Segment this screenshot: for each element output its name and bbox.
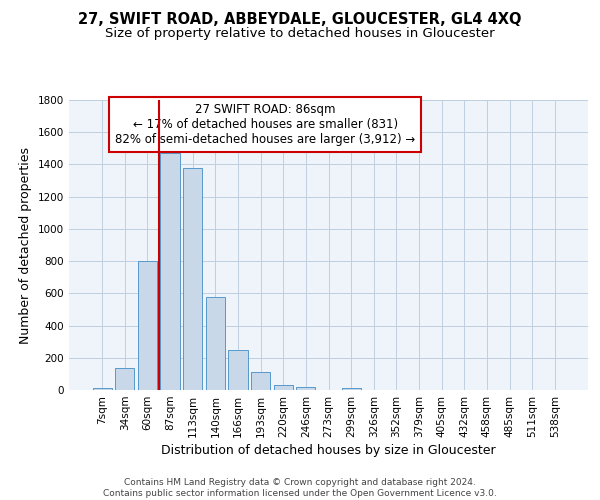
Bar (183, 168, 202, 390)
Bar (92, 388, 112, 390)
Y-axis label: Number of detached properties: Number of detached properties (19, 146, 32, 344)
Text: 27, SWIFT ROAD, ABBEYDALE, GLOUCESTER, GL4 4XQ: 27, SWIFT ROAD, ABBEYDALE, GLOUCESTER, G… (78, 12, 522, 28)
Bar (274, 385, 293, 390)
Bar (160, 153, 180, 390)
X-axis label: Distribution of detached houses by size in Gloucester: Distribution of detached houses by size … (161, 444, 496, 457)
Bar (115, 368, 134, 390)
Bar (229, 350, 248, 390)
Text: Size of property relative to detached houses in Gloucester: Size of property relative to detached ho… (105, 28, 495, 40)
Text: 27 SWIFT ROAD: 86sqm
← 17% of detached houses are smaller (831)
82% of semi-deta: 27 SWIFT ROAD: 86sqm ← 17% of detached h… (115, 102, 415, 146)
Bar (296, 387, 316, 390)
Bar (251, 372, 270, 390)
Bar (138, 261, 157, 390)
Bar (341, 388, 361, 390)
Text: Contains HM Land Registry data © Crown copyright and database right 2024.
Contai: Contains HM Land Registry data © Crown c… (103, 478, 497, 498)
Bar (206, 298, 225, 390)
